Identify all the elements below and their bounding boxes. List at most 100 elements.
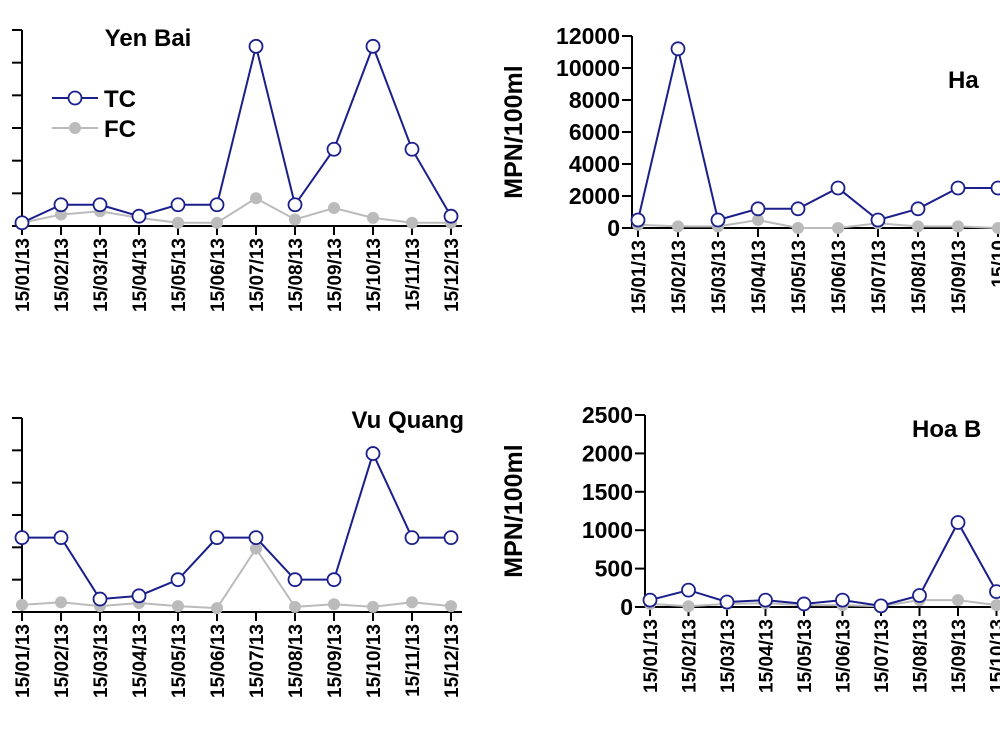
data-point	[672, 220, 684, 233]
data-point	[367, 211, 379, 224]
data-point	[326, 141, 342, 157]
data-point	[53, 197, 69, 213]
y-tick-label: 6000	[569, 119, 620, 145]
data-point	[835, 592, 850, 608]
data-point	[14, 530, 30, 546]
x-tick-label: 15/05/13	[169, 624, 190, 698]
data-point	[250, 542, 262, 555]
y-tick-label: 10000	[556, 55, 620, 81]
data-point	[248, 38, 264, 54]
x-tick-label: 15/11/13	[403, 624, 424, 697]
x-tick-label: 15/09/13	[949, 619, 970, 693]
data-point	[792, 222, 804, 234]
y-tick-label: 2500	[582, 402, 633, 428]
data-point	[365, 38, 381, 54]
data-point	[952, 220, 964, 233]
y-tick-label: 1500	[582, 479, 633, 505]
x-tick-label: 15/09/13	[325, 238, 346, 312]
data-point	[209, 530, 225, 546]
data-point	[990, 180, 1000, 196]
data-point	[910, 201, 926, 217]
data-point	[950, 515, 966, 530]
data-point	[367, 600, 379, 613]
x-tick-label: 15/04/13	[130, 624, 151, 698]
x-tick-label: 15/07/13	[247, 238, 268, 312]
series-line	[649, 520, 998, 607]
y-tick-label: 0	[607, 215, 620, 241]
x-tick-label: 15/12/13	[442, 238, 463, 312]
y-axis-label: MPN/100ml	[500, 65, 528, 198]
data-point	[328, 598, 340, 611]
x-tick-label: 15/06/13	[829, 240, 850, 314]
data-point	[710, 212, 726, 228]
data-point	[250, 192, 262, 205]
data-point	[719, 594, 735, 610]
legend-label: FC	[104, 116, 136, 143]
x-tick-label: 15/01/13	[13, 624, 34, 698]
panel: 15/01/13 15/02/13 15/03/13 15/04/13 15/05/13…	[12, 407, 464, 698]
legend-label: TC	[104, 86, 136, 113]
data-point	[670, 41, 686, 57]
data-point	[912, 220, 924, 233]
data-point	[289, 600, 301, 613]
y-tick-label: 12000	[556, 23, 620, 49]
series-line	[22, 450, 451, 601]
panel-title: Vu Quang	[352, 407, 464, 434]
data-point	[287, 572, 303, 588]
data-point	[642, 592, 658, 608]
x-tick-label: 15/01/13	[629, 240, 650, 314]
x-tick-label: 15/02/13	[52, 238, 73, 312]
data-point	[55, 596, 67, 609]
data-point	[328, 202, 340, 215]
data-point	[912, 588, 927, 603]
x-tick-label: 15/05/13	[789, 240, 810, 314]
data-point	[131, 208, 147, 224]
x-tick-label: 15/05/13	[795, 619, 816, 693]
x-tick-label: 15/04/13	[749, 240, 770, 314]
x-tick-label: 15/03/13	[718, 619, 739, 693]
y-tick-label: 2000	[569, 183, 620, 209]
x-tick-label: 15/10/13	[988, 619, 1000, 693]
y-tick-label: 500	[595, 556, 633, 582]
x-tick-label: 15/09/13	[949, 240, 970, 314]
data-point	[832, 222, 844, 234]
data-point	[365, 446, 381, 461]
panel-title: Ha	[948, 67, 979, 94]
x-tick-label: 15/07/13	[247, 624, 268, 698]
y-tick-label: 2000	[582, 440, 633, 466]
data-point	[443, 208, 459, 224]
data-point	[92, 197, 108, 213]
data-point	[758, 592, 773, 608]
data-point	[289, 213, 301, 226]
data-point	[16, 598, 28, 611]
x-tick-label: 15/02/13	[680, 619, 701, 693]
x-tick-label: 15/06/13	[834, 619, 855, 693]
data-point	[55, 208, 67, 221]
data-point	[131, 588, 147, 604]
x-tick-label: 15/08/13	[286, 624, 307, 698]
data-point	[404, 530, 420, 546]
x-tick-label: 15/08/13	[286, 238, 307, 312]
data-point	[406, 596, 418, 609]
x-tick-label: 15/02/13	[52, 624, 73, 698]
series-line	[21, 197, 451, 224]
x-tick-label: 15/05/13	[169, 238, 190, 312]
data-point	[443, 530, 459, 546]
x-tick-label: 15/01/13	[641, 619, 662, 693]
data-point	[681, 582, 696, 598]
x-tick-label: 15/02/13	[669, 240, 690, 314]
data-point	[992, 222, 1000, 234]
legend-marker	[67, 90, 83, 106]
data-point	[53, 530, 69, 546]
x-tick-label: 15/12/13	[442, 624, 463, 698]
y-tick-label: 0	[620, 594, 633, 620]
data-point	[630, 212, 646, 228]
data-point	[211, 602, 223, 615]
data-point	[287, 197, 303, 213]
data-point	[170, 572, 186, 588]
x-tick-label: 15/08/13	[909, 240, 930, 314]
data-point	[796, 596, 812, 612]
panel: 0 2000 4000 6000 8000 10000 12000 15/01/13 15/02…	[500, 23, 1000, 314]
data-point	[404, 141, 420, 157]
panel: 0 500 1000 1500 2000 2500 15/01/13 15/02/13 15/0…	[500, 402, 1000, 693]
